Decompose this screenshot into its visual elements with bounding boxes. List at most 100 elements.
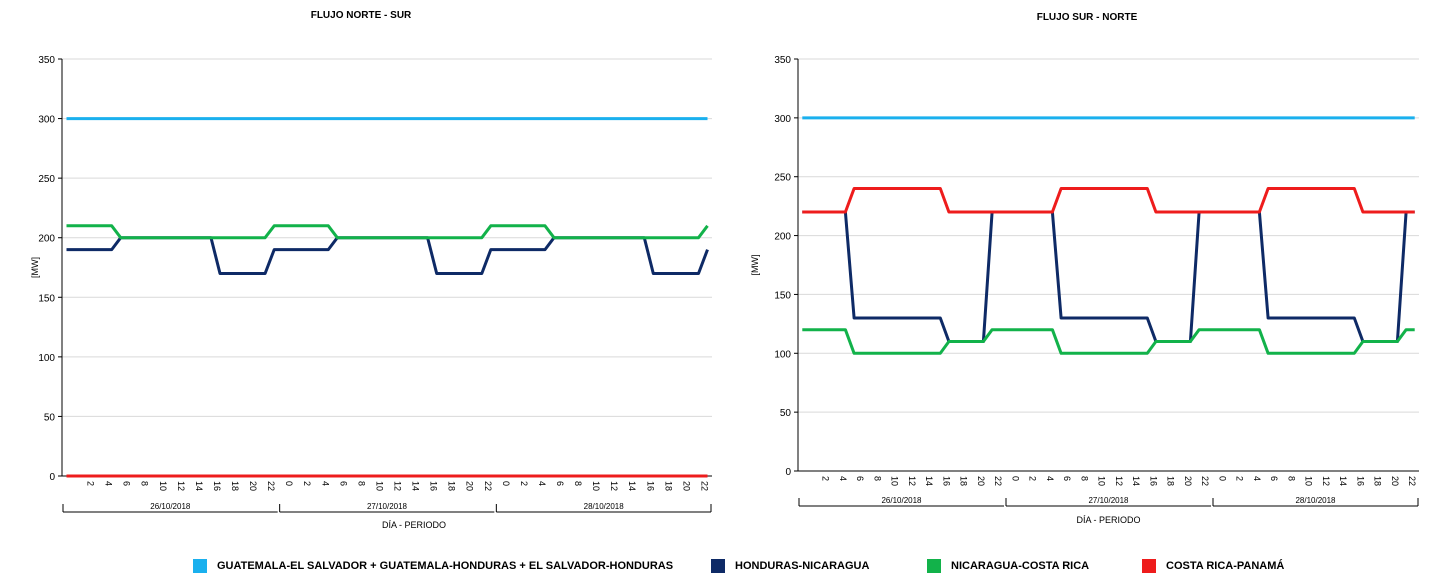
chart-title: FLUJO NORTE - SUR xyxy=(311,10,412,21)
x-tick-label: 14 xyxy=(924,476,934,486)
legend-swatch-gt-sv-hn xyxy=(193,559,207,573)
x-tick-label: 20 xyxy=(248,481,258,491)
x-tick-label: 22 xyxy=(699,481,709,491)
x-tick-label: 12 xyxy=(907,476,917,486)
x-tick-label: 8 xyxy=(872,476,882,481)
x-tick-label: 2 xyxy=(821,476,831,481)
x-tick-label: 6 xyxy=(338,481,348,486)
chart-2: FLUJO SUR - NORTE050100150200250300350[M… xyxy=(750,12,1419,525)
x-tick-label: 2 xyxy=(1235,476,1245,481)
y-tick-label: 0 xyxy=(785,467,791,478)
x-tick-label: 8 xyxy=(1079,476,1089,481)
y-tick-label: 250 xyxy=(774,173,791,184)
x-tick-label: 20 xyxy=(976,476,986,486)
x-tick-label: 4 xyxy=(1252,476,1262,481)
x-tick-label: 22 xyxy=(993,476,1003,486)
x-tick-label: 10 xyxy=(1304,476,1314,486)
x-tick-label: 22 xyxy=(1407,476,1417,486)
x-tick-label: 14 xyxy=(411,481,421,491)
x-tick-label: 10 xyxy=(158,481,168,491)
legend-swatch-ni-cr xyxy=(927,559,941,573)
x-tick-label: 12 xyxy=(1321,476,1331,486)
x-tick-label: 14 xyxy=(1131,476,1141,486)
x-tick-label: 6 xyxy=(122,481,132,486)
legend-label-cr-pa: COSTA RICA-PANAMÁ xyxy=(1166,560,1285,572)
y-tick-label: 150 xyxy=(774,290,791,301)
x-tick-label: 14 xyxy=(1338,476,1348,486)
legend-swatch-hn-ni xyxy=(711,559,725,573)
y-tick-label: 50 xyxy=(44,412,56,423)
x-tick-label: 18 xyxy=(959,476,969,486)
y-axis-label: [MW] xyxy=(30,257,40,278)
x-tick-label: 2 xyxy=(1028,476,1038,481)
x-tick-label: 18 xyxy=(447,481,457,491)
x-tick-label: 2 xyxy=(86,481,96,486)
day-label: 26/10/2018 xyxy=(150,502,191,511)
legend: GUATEMALA-EL SALVADOR + GUATEMALA-HONDUR… xyxy=(0,557,1430,575)
x-tick-label: 6 xyxy=(1269,476,1279,481)
x-tick-label: 20 xyxy=(1183,476,1193,486)
x-tick-label: 0 xyxy=(284,481,294,486)
x-tick-label: 20 xyxy=(465,481,475,491)
day-label: 28/10/2018 xyxy=(1295,496,1336,505)
x-tick-label: 2 xyxy=(302,481,312,486)
day-label: 26/10/2018 xyxy=(881,496,922,505)
legend-label-hn-ni: HONDURAS-NICARAGUA xyxy=(735,560,870,572)
x-tick-label: 4 xyxy=(1045,476,1055,481)
x-tick-label: 10 xyxy=(374,481,384,491)
x-tick-label: 22 xyxy=(266,481,276,491)
legend-item-gt-sv-hn[interactable]: GUATEMALA-EL SALVADOR + GUATEMALA-HONDUR… xyxy=(193,557,673,575)
legend-swatch-cr-pa xyxy=(1142,559,1156,573)
x-tick-label: 20 xyxy=(1390,476,1400,486)
y-tick-label: 350 xyxy=(38,55,55,66)
day-label: 27/10/2018 xyxy=(367,502,408,511)
legend-item-cr-pa[interactable]: COSTA RICA-PANAMÁ xyxy=(1142,557,1284,575)
y-tick-label: 0 xyxy=(49,472,55,483)
x-tick-label: 10 xyxy=(890,476,900,486)
legend-label-ni-cr: NICARAGUA-COSTA RICA xyxy=(951,560,1090,572)
y-tick-label: 50 xyxy=(780,408,792,419)
x-tick-label: 12 xyxy=(176,481,186,491)
x-tick-label: 16 xyxy=(645,481,655,491)
y-tick-label: 100 xyxy=(38,353,55,364)
y-tick-label: 300 xyxy=(38,115,55,126)
y-tick-label: 200 xyxy=(774,232,791,243)
x-axis-label: DÍA - PERIODO xyxy=(1076,515,1140,525)
x-tick-label: 14 xyxy=(627,481,637,491)
x-tick-label: 16 xyxy=(941,476,951,486)
x-tick-label: 4 xyxy=(537,481,547,486)
x-tick-label: 6 xyxy=(555,481,565,486)
legend-label-gt-sv-hn: GUATEMALA-EL SALVADOR + GUATEMALA-HONDUR… xyxy=(217,560,674,572)
x-tick-label: 4 xyxy=(838,476,848,481)
x-tick-label: 2 xyxy=(519,481,529,486)
legend-item-ni-cr[interactable]: NICARAGUA-COSTA RICA xyxy=(927,557,1089,575)
x-axis-label: DÍA - PERIODO xyxy=(382,520,446,530)
day-label: 27/10/2018 xyxy=(1088,496,1129,505)
x-tick-label: 10 xyxy=(1097,476,1107,486)
x-tick-label: 16 xyxy=(1148,476,1158,486)
legend-item-hn-ni[interactable]: HONDURAS-NICARAGUA xyxy=(711,557,869,575)
x-tick-label: 12 xyxy=(609,481,619,491)
x-tick-label: 10 xyxy=(591,481,601,491)
y-tick-label: 250 xyxy=(38,174,55,185)
x-tick-label: 16 xyxy=(1355,476,1365,486)
x-tick-label: 4 xyxy=(104,481,114,486)
x-tick-label: 22 xyxy=(1200,476,1210,486)
x-tick-label: 8 xyxy=(356,481,366,486)
x-tick-label: 0 xyxy=(1217,476,1227,481)
x-tick-label: 8 xyxy=(1286,476,1296,481)
series-line-hn-ni xyxy=(802,210,1415,343)
x-tick-label: 18 xyxy=(663,481,673,491)
charts-canvas: FLUJO NORTE - SUR050100150200250300350[M… xyxy=(30,10,1419,530)
y-tick-label: 100 xyxy=(774,349,791,360)
x-tick-label: 12 xyxy=(393,481,403,491)
x-tick-label: 6 xyxy=(855,476,865,481)
x-tick-label: 16 xyxy=(212,481,222,491)
series-line-ni-cr xyxy=(802,328,1415,355)
chart-title: FLUJO SUR - NORTE xyxy=(1037,12,1138,23)
x-tick-label: 8 xyxy=(573,481,583,486)
x-tick-label: 14 xyxy=(194,481,204,491)
x-tick-label: 18 xyxy=(230,481,240,491)
x-tick-label: 0 xyxy=(501,481,511,486)
x-tick-label: 12 xyxy=(1114,476,1124,486)
